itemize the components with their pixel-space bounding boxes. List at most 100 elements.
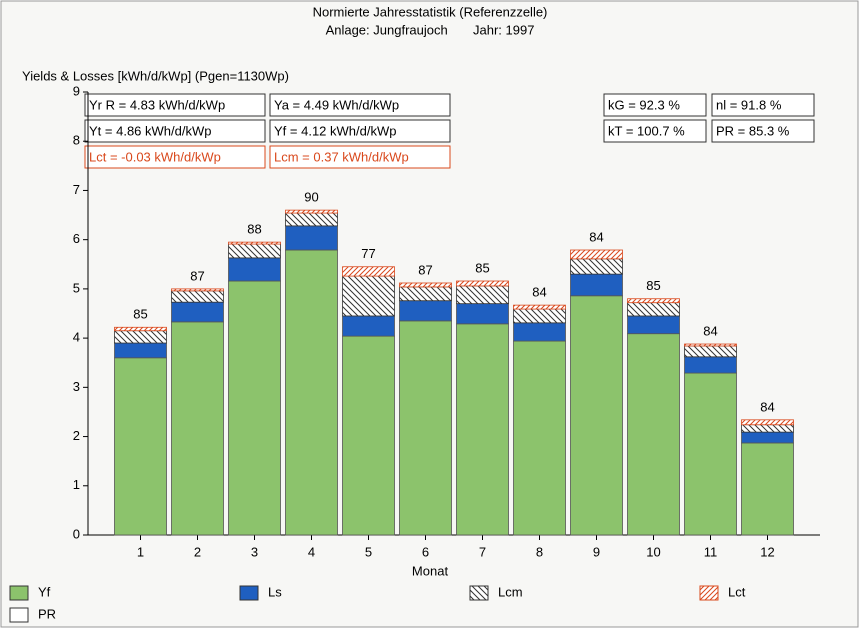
bar-segment <box>399 282 452 288</box>
bar-segment <box>228 257 281 282</box>
info-text: nl = 91.8 % <box>716 97 782 112</box>
bar-segment <box>741 431 794 444</box>
x-tick-label: 5 <box>365 544 372 559</box>
bar-segment <box>456 280 509 287</box>
bar-segment <box>342 266 395 277</box>
info-box <box>84 145 266 169</box>
bar-segment <box>114 326 167 332</box>
y-tick-label: 7 <box>73 182 80 197</box>
y-tick-label: 5 <box>73 280 80 295</box>
data-label: 85 <box>133 307 147 322</box>
x-tick-label: 1 <box>137 544 144 559</box>
legend-swatch <box>469 585 489 601</box>
bar-segment <box>513 322 566 342</box>
bar-segment <box>684 356 737 374</box>
bar-segment <box>342 275 395 317</box>
bar-segment <box>228 280 281 536</box>
bar-segment <box>342 335 395 536</box>
data-label: 85 <box>475 260 489 275</box>
x-tick-label: 12 <box>760 544 774 559</box>
data-label: 84 <box>589 229 603 244</box>
bar-segment <box>399 286 452 302</box>
bar-segment <box>570 295 623 536</box>
bar-segment <box>171 301 224 323</box>
y-tick-label: 9 <box>73 83 80 98</box>
x-tick-label: 2 <box>194 544 201 559</box>
info-box <box>711 119 815 143</box>
bar-segment <box>399 300 452 322</box>
bar-segment <box>171 288 224 292</box>
info-box <box>84 119 266 143</box>
info-text: Yt = 4.86 kWh/d/kWp <box>89 123 211 138</box>
legend-label: Lct <box>728 584 746 599</box>
y-tick-label: 2 <box>73 428 80 443</box>
bar-segment <box>285 225 338 251</box>
bar-segment <box>627 315 680 335</box>
info-box <box>603 93 707 117</box>
x-tick-label: 10 <box>646 544 660 559</box>
bar-segment <box>627 333 680 536</box>
y-tick-label: 0 <box>73 526 80 541</box>
legend-swatch <box>9 585 29 601</box>
y-tick-label: 8 <box>73 133 80 148</box>
y-tick-label: 6 <box>73 231 80 246</box>
bar-segment <box>171 321 224 536</box>
x-tick-label: 4 <box>308 544 315 559</box>
data-label: 84 <box>760 399 774 414</box>
bar-segment <box>399 320 452 536</box>
bar-segment <box>684 343 737 347</box>
bar-segment <box>456 285 509 305</box>
legend-label: PR <box>38 606 56 621</box>
info-text: Yr R = 4.83 kWh/d/kWp <box>89 97 225 112</box>
legend-swatch <box>699 585 719 601</box>
legend-swatch <box>239 585 259 601</box>
y-tick-label: 1 <box>73 477 80 492</box>
legend-label: Ls <box>268 584 282 599</box>
bar-segment <box>285 249 338 536</box>
x-tick-label: 11 <box>704 544 718 559</box>
info-box <box>269 119 451 143</box>
bar-segment <box>684 345 737 358</box>
bar-segment <box>627 302 680 317</box>
bar-segment <box>513 340 566 536</box>
legend-label: Yf <box>38 584 51 599</box>
bar-segment <box>114 357 167 536</box>
bar-segment <box>285 209 338 214</box>
x-axis-label: Monat <box>412 563 449 578</box>
bar-segment <box>741 442 794 536</box>
data-label: 90 <box>304 190 318 205</box>
info-box <box>269 93 451 117</box>
data-label: 87 <box>418 262 432 277</box>
y-axis-label: Yields & Losses [kWh/d/kWp] (Pgen=1130Wp… <box>22 68 289 83</box>
info-box <box>711 93 815 117</box>
data-label: 84 <box>703 323 717 338</box>
bar-segment <box>627 298 680 304</box>
chart-subtitle: Anlage: Jungfraujoch Jahr: 1997 <box>326 22 535 37</box>
bar-segment <box>684 372 737 536</box>
x-tick-label: 7 <box>479 544 486 559</box>
y-tick-label: 4 <box>73 330 80 345</box>
info-box <box>269 145 451 169</box>
info-text: Yf = 4.12 kWh/d/kWp <box>274 123 396 138</box>
x-tick-label: 6 <box>422 544 429 559</box>
bar-segment <box>741 424 794 433</box>
bar-segment <box>741 419 794 426</box>
x-tick-label: 8 <box>536 544 543 559</box>
data-label: 85 <box>646 278 660 293</box>
bar-segment <box>570 273 623 297</box>
bar-segment <box>513 304 566 310</box>
data-label: 88 <box>247 222 261 237</box>
data-label: 77 <box>361 246 375 261</box>
data-label: 84 <box>532 285 546 300</box>
legend-label: Lcm <box>498 584 523 599</box>
bar-segment <box>456 323 509 536</box>
bar-segment <box>285 212 338 227</box>
bar-segment <box>456 303 509 325</box>
x-tick-label: 3 <box>251 544 258 559</box>
info-text: Ya = 4.49 kWh/d/kWp <box>274 97 399 112</box>
info-text: Lct = -0.03 kWh/d/kWp <box>89 149 221 164</box>
bar-segment <box>171 290 224 303</box>
info-box <box>603 119 707 143</box>
bar-segment <box>513 308 566 324</box>
